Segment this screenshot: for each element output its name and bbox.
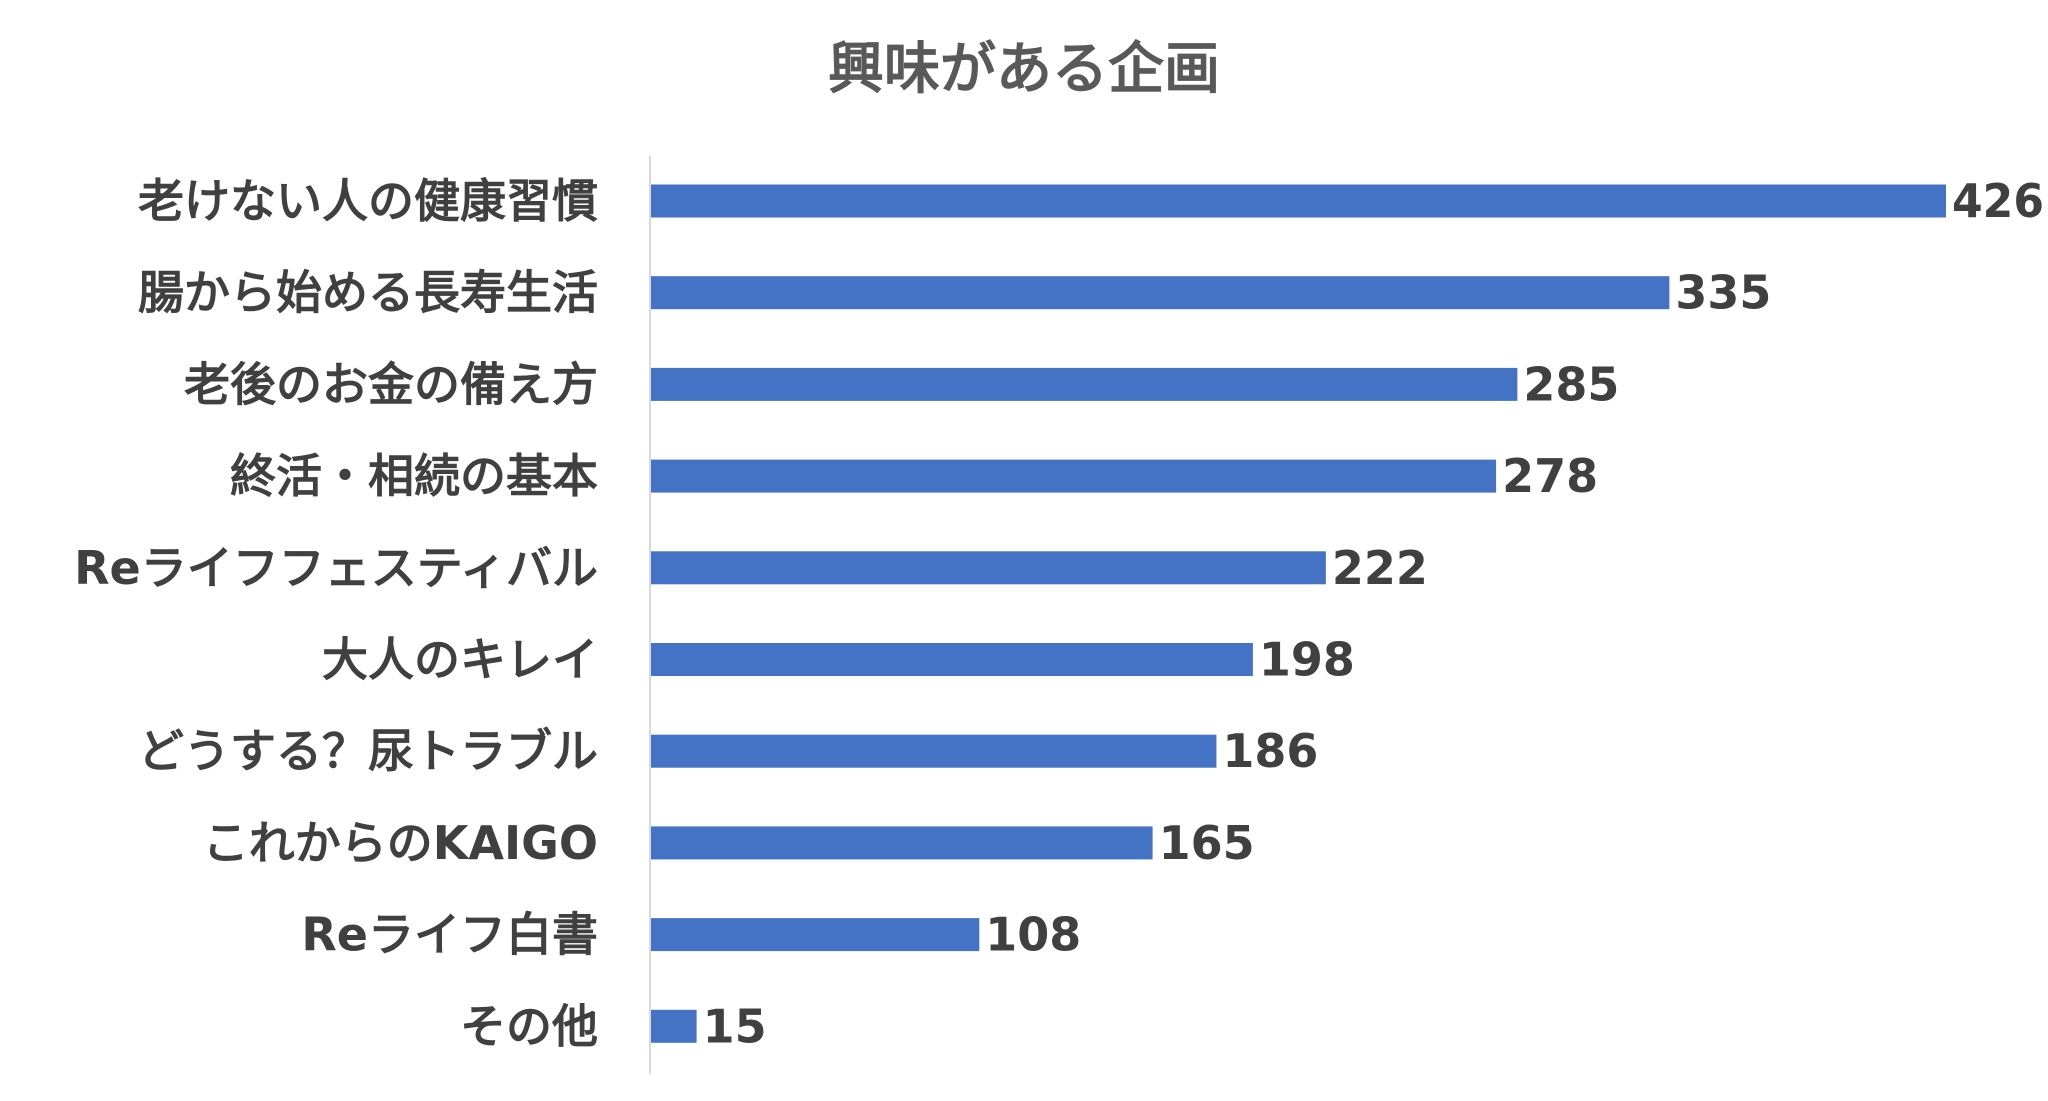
data-label: 285	[1523, 357, 1619, 411]
category-label: 腸から始める長寿生活	[138, 266, 598, 320]
category-label: 終活・相続の基本	[230, 449, 598, 503]
bar	[651, 826, 1153, 860]
category-label: 大人のキレイ	[322, 633, 598, 687]
bar	[651, 918, 980, 952]
data-label: 198	[1259, 633, 1355, 687]
category-label: 老後のお金の備え方	[184, 357, 598, 411]
data-labels: 426 335 285 278 222 198 186 165 108 15	[703, 174, 2044, 1053]
bar	[651, 459, 1497, 493]
category-label: Reライフ白書	[301, 908, 598, 962]
category-label: 老けない人の健康習慣	[138, 174, 598, 228]
data-label: 15	[703, 999, 767, 1053]
bar	[651, 734, 1217, 768]
data-label: 222	[1332, 541, 1428, 595]
bar	[651, 551, 1326, 585]
data-label: 165	[1159, 816, 1255, 870]
chart-title: 興味がある企画	[828, 37, 1220, 102]
bar	[651, 643, 1253, 676]
data-label: 335	[1675, 266, 1771, 320]
data-label: 186	[1222, 724, 1318, 778]
data-label: 108	[985, 908, 1081, 962]
bars-layer	[651, 184, 1946, 1043]
bar	[651, 1009, 697, 1043]
category-label: どうする？尿トラブル	[138, 724, 598, 778]
category-label: これからのKAIGO	[203, 816, 598, 870]
data-label: 426	[1952, 174, 2044, 228]
category-label: Reライフフェスティバル	[74, 541, 598, 595]
bar	[651, 367, 1518, 401]
bar	[651, 276, 1670, 310]
bar	[651, 184, 1946, 218]
data-label: 278	[1502, 449, 1598, 503]
category-label: その他	[460, 999, 598, 1053]
